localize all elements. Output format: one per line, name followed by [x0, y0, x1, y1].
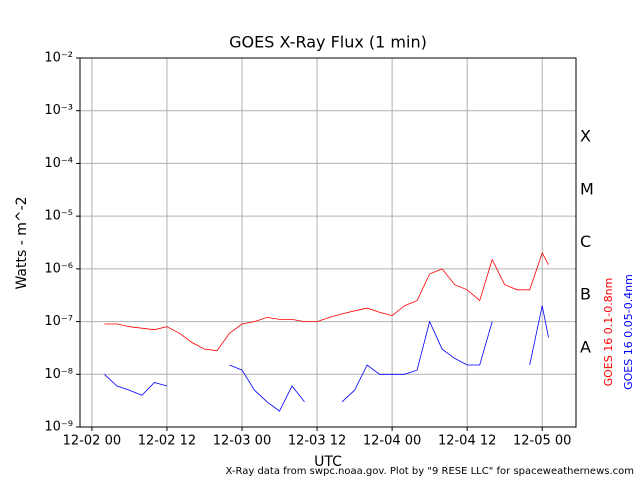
y-tick-label: 10⁻⁴ — [44, 156, 73, 171]
flare-class-label: A — [580, 337, 591, 356]
y-tick-label: 10⁻⁶ — [44, 261, 73, 276]
flare-class-label: B — [580, 285, 591, 304]
y-tick-label: 10⁻² — [44, 51, 73, 66]
flare-class-label: X — [580, 127, 591, 146]
y-axis-label: Watts - m^-2 — [14, 196, 30, 289]
y-tick-label: 10⁻⁵ — [44, 209, 73, 224]
x-tick-label: 12-05 00 — [513, 434, 571, 449]
x-tick-label: 12-04 12 — [438, 434, 496, 449]
x-tick-label: 12-04 00 — [363, 434, 421, 449]
x-tick-label: 12-03 12 — [288, 434, 346, 449]
x-axis-label: UTC — [314, 454, 342, 470]
x-tick-label: 12-02 00 — [63, 434, 121, 449]
y-tick-label: 10⁻⁸ — [44, 367, 73, 382]
legend-entry: GOES 16 0.1-0.8nm — [602, 278, 615, 387]
flare-class-label: M — [580, 179, 594, 198]
y-tick-label: 10⁻³ — [44, 103, 73, 118]
x-tick-label: 12-03 00 — [213, 434, 271, 449]
series-line — [104, 305, 549, 412]
flare-class-label: C — [580, 232, 591, 251]
footer: X-Ray data from swpc.noaa.gov. Plot by "… — [226, 466, 634, 477]
chart-title: GOES X-Ray Flux (1 min) — [229, 33, 427, 52]
series-line — [104, 252, 549, 352]
plot-frame — [79, 57, 577, 428]
y-tick-label: 10⁻⁹ — [44, 420, 73, 435]
x-tick-label: 12-02 12 — [138, 434, 196, 449]
y-tick-label: 10⁻⁷ — [44, 314, 73, 329]
legend-entry: GOES 16 0.05-0.4nm — [622, 274, 635, 390]
